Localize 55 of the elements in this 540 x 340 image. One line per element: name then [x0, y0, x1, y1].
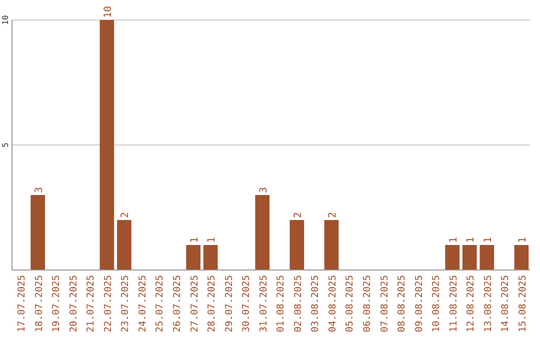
bar — [186, 245, 200, 270]
x-tick-label: 23.07.2025 — [120, 275, 132, 332]
data-label: 3 — [34, 186, 45, 193]
x-tick-label: 27.07.2025 — [189, 275, 200, 332]
x-tick-label: 09.08.2025 — [414, 275, 425, 332]
x-tick-label: 21.07.2025 — [86, 275, 97, 332]
data-label: 1 — [206, 236, 218, 243]
x-tick-label: 30.07.2025 — [241, 275, 252, 332]
x-tick-label: 26.07.2025 — [172, 275, 183, 332]
x-tick-label: 12.08.2025 — [466, 275, 477, 332]
data-label: 1 — [517, 236, 528, 243]
x-tick-label: 13.08.2025 — [482, 275, 494, 332]
x-tick-label: 31.07.2025 — [258, 275, 270, 332]
data-label: 1 — [189, 236, 200, 243]
bar — [514, 245, 529, 270]
x-tick-label: 24.07.2025 — [137, 275, 148, 332]
data-label: 1 — [466, 236, 477, 243]
x-tick-label: 14.08.2025 — [500, 275, 512, 332]
y-tick-label: 5 — [1, 142, 10, 148]
x-tick-label: 03.08.2025 — [310, 275, 322, 332]
data-label: 2 — [327, 212, 338, 218]
x-tick-label: 01.08.2025 — [276, 275, 287, 332]
data-label: 1 — [448, 236, 460, 243]
bar — [100, 20, 114, 270]
data-label: 3 — [258, 186, 270, 193]
bar — [480, 245, 494, 270]
bar — [445, 245, 460, 270]
data-label: 1 — [482, 236, 494, 243]
x-tick-label: 04.08.2025 — [327, 275, 338, 332]
bar — [117, 220, 132, 270]
x-tick-label: 22.07.2025 — [102, 275, 114, 332]
x-tick-label: 17.07.2025 — [16, 275, 28, 332]
bar — [290, 220, 304, 270]
x-tick-label: 18.07.2025 — [34, 275, 45, 332]
x-tick-label: 05.08.2025 — [344, 275, 356, 332]
data-label: 2 — [292, 212, 304, 218]
x-tick-label: 29.07.2025 — [224, 275, 235, 332]
x-tick-label: 28.07.2025 — [206, 275, 218, 332]
x-tick-label: 06.08.2025 — [362, 275, 373, 332]
bar — [203, 245, 218, 270]
x-tick-label: 02.08.2025 — [292, 275, 304, 332]
bar — [324, 220, 339, 270]
x-tick-label: 08.08.2025 — [396, 275, 408, 332]
data-label: 2 — [120, 212, 132, 218]
x-tick-label: 07.08.2025 — [379, 275, 390, 332]
bar — [30, 195, 45, 270]
x-tick-label: 25.07.2025 — [154, 275, 166, 332]
x-tick-label: 11.08.2025 — [448, 275, 460, 332]
bar — [462, 245, 477, 270]
x-tick-label: 20.07.2025 — [68, 275, 80, 332]
x-tick-label: 10.08.2025 — [431, 275, 442, 332]
x-tick-label: 15.08.2025 — [517, 275, 528, 332]
bar — [255, 195, 270, 270]
data-label: 10 — [102, 6, 114, 18]
x-tick-label: 19.07.2025 — [51, 275, 62, 332]
